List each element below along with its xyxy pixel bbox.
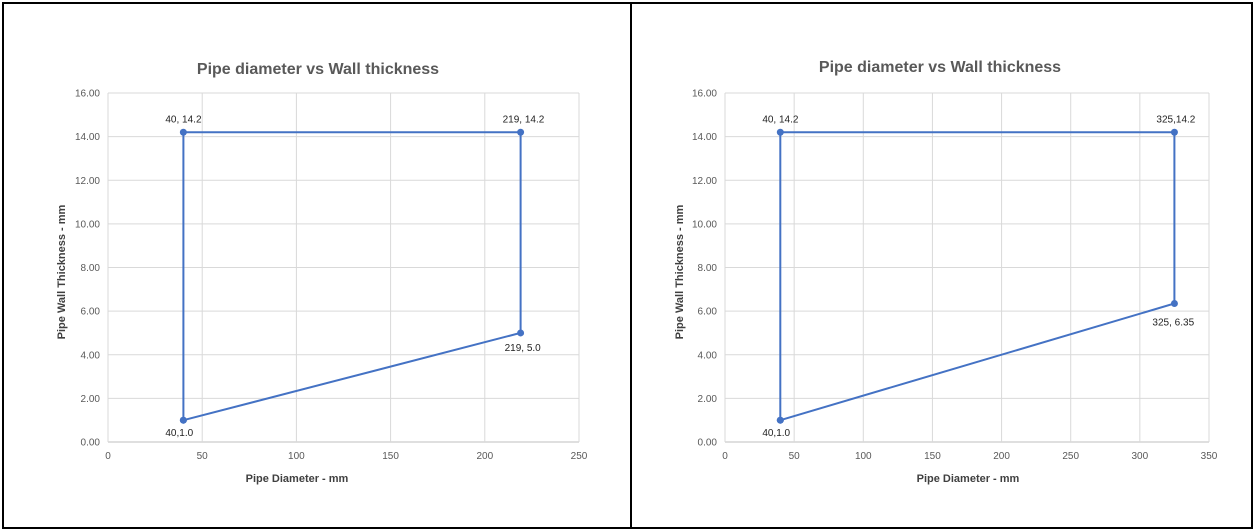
data-label: 40,1.0 <box>165 428 193 439</box>
chart-left: Pipe diameter vs Wall thickness Pipe Dia… <box>56 61 588 485</box>
y-tick-label: 16.00 <box>75 89 100 100</box>
chart-panel-left: Pipe diameter vs Wall thickness Pipe Dia… <box>2 2 632 529</box>
data-point <box>776 416 784 424</box>
y-tick-label: 16.00 <box>692 89 717 100</box>
y-tick-label: 12.00 <box>692 176 717 187</box>
x-axis-title: Pipe Diameter - mm <box>246 473 349 485</box>
y-axis-title: Pipe Wall Thickness - mm <box>674 204 686 339</box>
y-tick-label: 8.00 <box>81 263 101 274</box>
data-label: 219, 14.2 <box>503 114 545 125</box>
y-tick-label: 14.00 <box>692 132 717 143</box>
x-tick-label: 50 <box>789 451 801 462</box>
data-point <box>179 128 187 136</box>
x-tick-label: 150 <box>924 451 941 462</box>
y-tick-label: 10.00 <box>692 219 717 230</box>
y-axis-title: Pipe Wall Thickness - mm <box>56 204 68 339</box>
x-tick-label: 250 <box>1062 451 1079 462</box>
x-tick-label: 150 <box>382 451 399 462</box>
gridlines <box>107 92 580 443</box>
x-tick-label: 0 <box>105 451 111 462</box>
data-point <box>776 128 784 136</box>
series-line <box>779 131 1176 422</box>
chart-title: Pipe diameter vs Wall thickness <box>819 59 1061 76</box>
series-line <box>182 131 522 422</box>
data-label: 40, 14.2 <box>165 114 202 125</box>
y-tick-label: 8.00 <box>698 263 718 274</box>
data-point <box>517 329 525 337</box>
y-tick-label: 12.00 <box>75 176 100 187</box>
y-tick-label: 6.00 <box>698 307 718 318</box>
gridlines <box>724 92 1210 443</box>
chart-right: Pipe diameter vs Wall thickness Pipe Dia… <box>674 59 1218 485</box>
data-label: 325, 6.35 <box>1152 317 1194 328</box>
y-tick-label: 4.00 <box>81 350 101 361</box>
chart-title: Pipe diameter vs Wall thickness <box>197 61 439 78</box>
x-tick-label: 0 <box>722 451 728 462</box>
data-point <box>1170 128 1178 136</box>
data-point <box>1170 299 1178 307</box>
data-label: 40,1.0 <box>762 428 790 439</box>
data-label: 325,14.2 <box>1156 114 1195 125</box>
data-label: 40, 14.2 <box>762 114 799 125</box>
y-tick-label: 0.00 <box>81 438 101 449</box>
y-tick-label: 4.00 <box>698 350 718 361</box>
x-tick-label: 50 <box>197 451 209 462</box>
y-tick-label: 0.00 <box>698 438 718 449</box>
x-tick-label: 100 <box>855 451 872 462</box>
y-tick-label: 6.00 <box>81 307 101 318</box>
y-tick-label: 14.00 <box>75 132 100 143</box>
x-tick-label: 200 <box>476 451 493 462</box>
x-tick-label: 300 <box>1132 451 1149 462</box>
y-tick-label: 2.00 <box>81 394 101 405</box>
chart-panel-right: Pipe diameter vs Wall thickness Pipe Dia… <box>630 2 1253 529</box>
data-label: 219, 5.0 <box>505 343 542 354</box>
x-tick-label: 100 <box>288 451 305 462</box>
data-point <box>179 416 187 424</box>
x-tick-label: 200 <box>993 451 1010 462</box>
y-tick-label: 2.00 <box>698 394 718 405</box>
data-point <box>517 128 525 136</box>
y-tick-label: 10.00 <box>75 219 100 230</box>
x-axis-title: Pipe Diameter - mm <box>917 473 1020 485</box>
x-tick-label: 350 <box>1201 451 1218 462</box>
x-tick-label: 250 <box>571 451 588 462</box>
